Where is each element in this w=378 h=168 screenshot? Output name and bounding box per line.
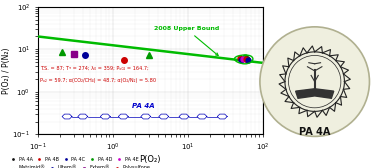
Text: T.S. = 87; Tᵍ = 274; λ₀ = 359; Pₒ₀₂ = 164.7;: T.S. = 87; Tᵍ = 274; λ₀ = 359; Pₒ₀₂ = 16…	[40, 66, 149, 70]
Legend: Matrimid®, Ultem®, Extem®, Polysulfone: Matrimid®, Ultem®, Extem®, Polysulfone	[6, 163, 153, 168]
Circle shape	[288, 55, 341, 108]
Y-axis label: P(O₂) / P(N₂): P(O₂) / P(N₂)	[2, 47, 11, 94]
Circle shape	[260, 27, 369, 136]
Text: PA 4A: PA 4A	[299, 127, 330, 137]
X-axis label: P(O₂): P(O₂)	[139, 155, 161, 164]
Text: PA 4A: PA 4A	[132, 103, 155, 109]
Legend: PA 4A, PA 4B, PA 4C, PA 4D, PA 4E: PA 4A, PA 4B, PA 4C, PA 4D, PA 4E	[6, 155, 140, 164]
Text: Pₒ₂ = 59.7; α(CO₂/CH₄) = 48.7; α(O₂/N₂) = 5.80: Pₒ₂ = 59.7; α(CO₂/CH₄) = 48.7; α(O₂/N₂) …	[40, 78, 156, 83]
Text: 1951: 1951	[308, 91, 321, 96]
Text: 2008 Upper Bound: 2008 Upper Bound	[153, 26, 219, 56]
Polygon shape	[296, 89, 334, 98]
